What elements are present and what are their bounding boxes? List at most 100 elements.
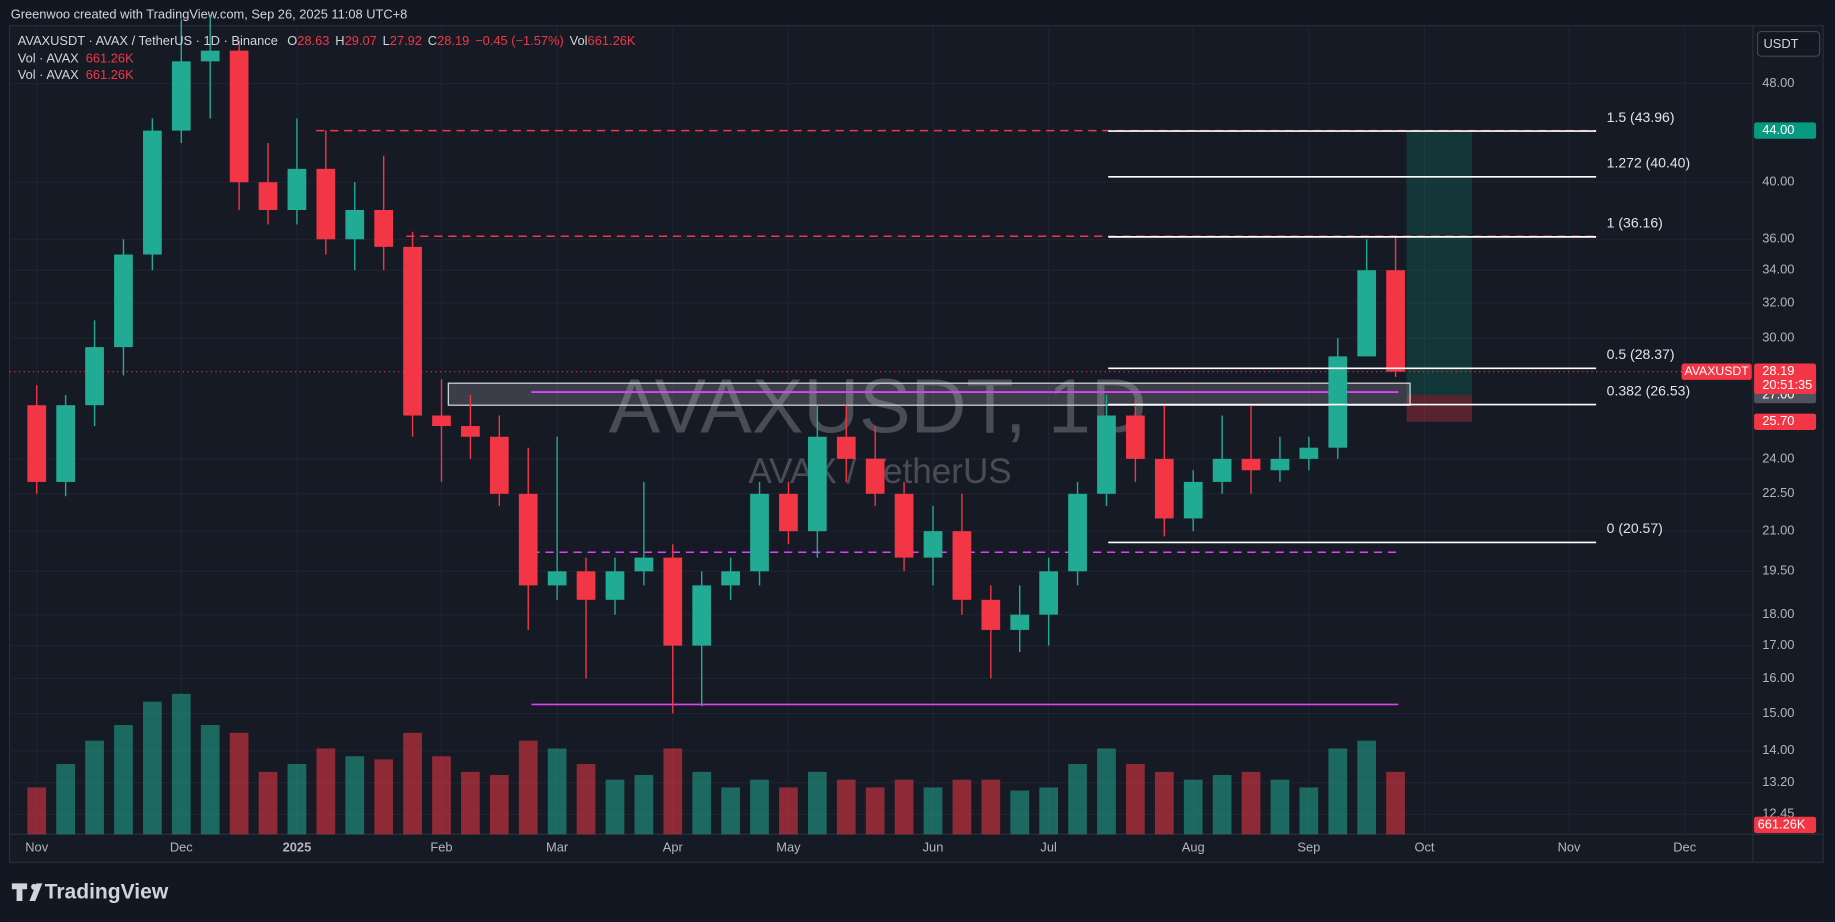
volume-bar	[1328, 748, 1348, 835]
volume-bar	[27, 787, 47, 835]
candle-body	[1270, 458, 1290, 471]
volume-bar	[576, 764, 596, 835]
candle-body	[258, 182, 278, 210]
fib-label: 0.382 (26.53)	[1607, 382, 1690, 398]
candle-body	[316, 168, 336, 240]
legend-key: Vol	[570, 34, 588, 49]
volume-bar	[114, 725, 133, 835]
volume-bar	[836, 779, 856, 835]
candle-body	[287, 168, 307, 210]
candle-body	[345, 209, 365, 240]
candle-body	[807, 436, 827, 532]
volume-bar	[981, 779, 1001, 835]
y-tick-label: 15.00	[1762, 705, 1794, 720]
candle-body	[489, 436, 509, 494]
candle-body	[1183, 481, 1203, 519]
volume-bar	[1126, 764, 1145, 835]
candle-body	[605, 571, 625, 600]
candle-body	[952, 531, 972, 600]
volume-bar	[1241, 771, 1261, 835]
candle-body	[461, 426, 480, 437]
y-tick-label: 30.00	[1762, 329, 1794, 344]
legend-key: Vol · AVAX	[18, 67, 79, 82]
candle-body	[27, 405, 47, 482]
x-tick-label: Feb	[430, 840, 452, 855]
stop-badge	[1754, 413, 1817, 430]
candle-body	[1328, 356, 1348, 448]
y-tick-label: 21.00	[1762, 523, 1794, 538]
volume-bar	[143, 701, 162, 835]
candle-body	[865, 458, 885, 494]
candle-body	[171, 61, 191, 131]
candle-body	[547, 571, 567, 586]
symbol-badge-label: AVAXUSDT	[1684, 364, 1749, 378]
candle-body	[1097, 415, 1116, 494]
candle-body	[374, 209, 394, 247]
candle-body	[200, 50, 220, 62]
legend: AVAXUSDT · AVAX / TetherUS · 1D · Binanc…	[18, 34, 636, 49]
candle-body	[1126, 415, 1145, 459]
symbol-badge	[1681, 363, 1752, 380]
candle-body	[836, 436, 856, 459]
y-tick-label: 48.00	[1762, 75, 1794, 90]
plot	[9, 14, 1753, 835]
x-tick-label: May	[776, 840, 801, 855]
volume-bar	[547, 748, 567, 835]
volume-bar	[1039, 787, 1059, 835]
y-tick-label: 19.50	[1762, 563, 1794, 578]
volume-bar	[1010, 790, 1030, 835]
position-target-zone	[1406, 130, 1473, 396]
x-tick-label: Nov	[1558, 840, 1581, 855]
candle-body	[721, 571, 740, 586]
legend-value: 28.63	[297, 34, 329, 49]
candle-body	[634, 557, 654, 572]
volume-bar	[229, 732, 249, 835]
legend-value: 28.19	[437, 34, 469, 49]
volume-bar	[1154, 771, 1174, 835]
fib-label: 1.5 (43.96)	[1607, 109, 1675, 125]
x-tick-label: 2025	[283, 840, 312, 855]
volume-bar	[721, 787, 740, 835]
x-tick-label: Dec	[1673, 840, 1696, 855]
fib-label: 0 (20.57)	[1607, 520, 1663, 536]
volume-bar	[952, 779, 972, 835]
y-tick-label: 34.00	[1762, 262, 1794, 277]
volume-bar	[345, 756, 365, 835]
volume-bar	[807, 771, 827, 835]
legend-value: 661.26K	[86, 67, 134, 82]
x-tick-label: Nov	[25, 840, 48, 855]
last-price-badge	[1754, 363, 1817, 394]
x-tick-label: Aug	[1182, 840, 1205, 855]
legend-value: 27.92	[390, 34, 422, 49]
x-tick-label: Sep	[1297, 840, 1320, 855]
volume-bar	[1068, 764, 1087, 835]
currency-button[interactable]	[1757, 31, 1821, 57]
candle-body	[894, 493, 914, 558]
volume-bar	[461, 771, 480, 835]
candle-body	[1357, 270, 1377, 357]
legend-change: −0.45 (−1.57%)	[475, 34, 564, 49]
candle-body	[663, 557, 683, 646]
credit: Greenwoo created with TradingView.com, S…	[11, 7, 408, 22]
y-tick-label: 40.00	[1762, 174, 1794, 189]
legend-key: H	[335, 34, 344, 49]
legend-volume: Vol · AVAX 661.26K	[18, 51, 134, 66]
x-tick-label: Oct	[1414, 840, 1434, 855]
volume-bar	[692, 771, 712, 835]
candle-body	[779, 493, 798, 532]
y-tick-label: 16.00	[1762, 670, 1794, 685]
volume-bar	[85, 740, 104, 835]
legend-key: C	[428, 34, 437, 49]
x-tick-label: Mar	[546, 840, 569, 855]
volume-bar	[287, 764, 307, 835]
candle-body	[1386, 270, 1405, 372]
x-tick-label: Apr	[663, 840, 684, 855]
volume-bar	[489, 774, 509, 835]
candle-body	[1039, 571, 1059, 615]
volume-bar	[518, 740, 538, 835]
candle-body	[1299, 447, 1319, 459]
candle-body	[1068, 493, 1087, 572]
brand: TradingView	[45, 880, 169, 903]
